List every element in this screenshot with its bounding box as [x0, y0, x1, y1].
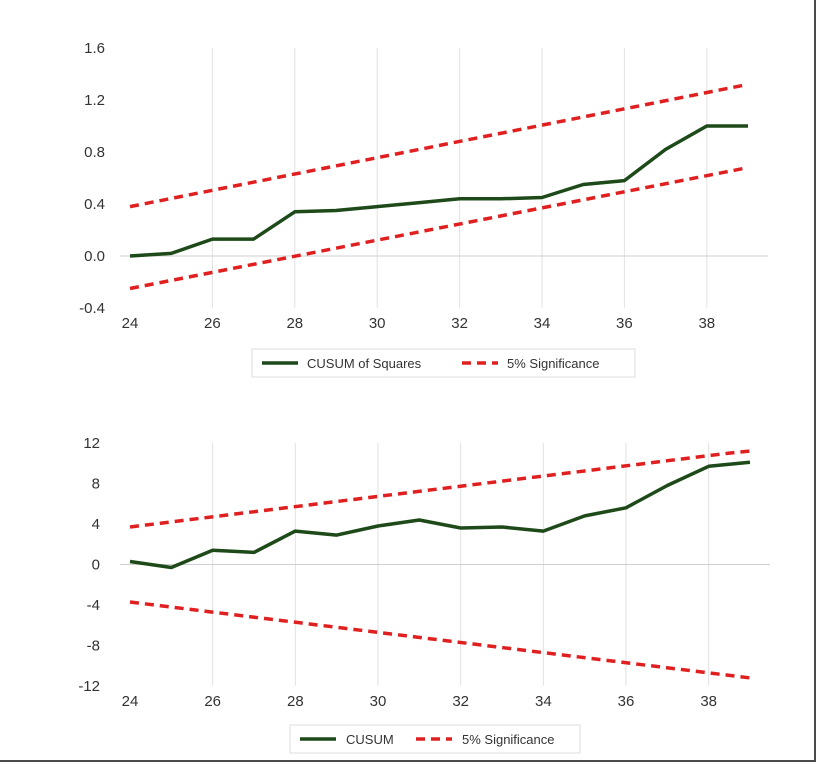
x-tick-label: 26	[204, 315, 221, 332]
x-tick-label: 30	[369, 315, 386, 332]
y-tick-label: -12	[78, 678, 100, 695]
y-tick-label: 0.0	[84, 248, 105, 265]
x-tick-label: 36	[618, 693, 635, 710]
y-tick-label: 4	[92, 516, 100, 533]
y-tick-label: 0.4	[84, 196, 105, 213]
y-tick-label: 1.6	[84, 40, 105, 57]
y-tick-label: -8	[87, 638, 100, 655]
x-tick-label: 32	[451, 315, 468, 332]
legend-label: 5% Significance	[507, 356, 600, 371]
x-tick-label: 36	[616, 315, 633, 332]
x-tick-label: 34	[535, 693, 552, 710]
upper-significance-line	[129, 449, 751, 529]
x-tick-label: 28	[286, 315, 303, 332]
lower-significance-line	[129, 165, 749, 291]
y-tick-label: 0.8	[84, 144, 105, 161]
x-tick-label: 24	[122, 315, 139, 332]
x-tick-label: 38	[698, 315, 715, 332]
legend-label: 5% Significance	[462, 732, 555, 747]
legend-label: CUSUM	[346, 732, 394, 747]
y-tick-label: -4	[87, 597, 100, 614]
x-tick-label: 28	[287, 693, 304, 710]
cusum-of-squares-chart: 24 26 28 30 32 34 36 38 -0.4 0.0 0.4 0.8 1.2 1.6 CUSUM…	[79, 40, 768, 378]
y-tick-label: 0	[92, 557, 100, 574]
cusum-series-line	[129, 124, 748, 258]
cusum-chart: 24 26 28 30 32 34 36 38 -12 -8 -4 0 4 8 12 CUSUM 5% Sign…	[78, 435, 770, 754]
x-tick-label: 34	[534, 315, 551, 332]
legend-label: CUSUM of Squares	[307, 356, 422, 371]
upper-significance-line	[129, 82, 749, 209]
frame-border-bottom	[0, 760, 816, 762]
x-tick-label: 26	[204, 693, 221, 710]
y-tick-label: -0.4	[79, 300, 105, 317]
x-tick-label: 30	[370, 693, 387, 710]
x-tick-label: 24	[122, 693, 139, 710]
cusum-series-line	[129, 460, 751, 570]
y-tick-label: 8	[92, 476, 100, 493]
lower-significance-line	[129, 600, 751, 680]
x-tick-label: 38	[700, 693, 717, 710]
frame-border-right	[814, 0, 816, 760]
x-tick-label: 32	[452, 693, 469, 710]
y-tick-label: 1.2	[84, 92, 105, 109]
y-tick-label: 12	[83, 435, 100, 452]
legend-box	[251, 348, 636, 378]
